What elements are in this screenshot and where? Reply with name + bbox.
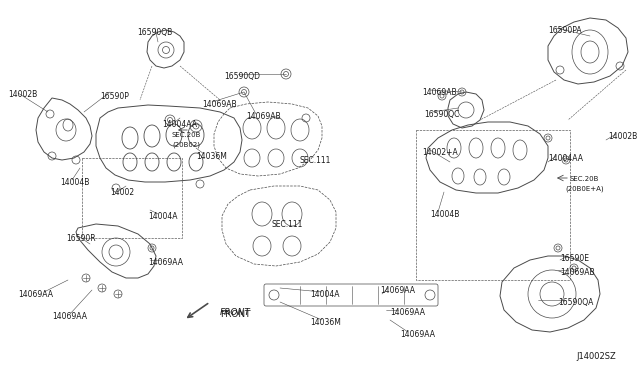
Text: (20B02): (20B02)	[172, 142, 200, 148]
Text: 14002+A: 14002+A	[422, 148, 458, 157]
Text: J14002SZ: J14002SZ	[576, 352, 616, 361]
Text: 14069AA: 14069AA	[390, 308, 425, 317]
Text: 16590R: 16590R	[66, 234, 95, 243]
Text: 14004AA: 14004AA	[162, 120, 197, 129]
Text: 14069AA: 14069AA	[52, 312, 87, 321]
Text: 16590P: 16590P	[100, 92, 129, 101]
Text: 16590QA: 16590QA	[558, 298, 593, 307]
Text: 14069AA: 14069AA	[380, 286, 415, 295]
Text: SEC.20B: SEC.20B	[570, 176, 600, 182]
Text: (20B0E+A): (20B0E+A)	[565, 186, 604, 192]
Text: 14069AA: 14069AA	[18, 290, 53, 299]
Text: 14004AA: 14004AA	[548, 154, 583, 163]
Text: 14002B: 14002B	[608, 132, 637, 141]
Text: 14069AA: 14069AA	[148, 258, 183, 267]
Text: 16590QB: 16590QB	[138, 28, 173, 37]
Text: 14036M: 14036M	[196, 152, 227, 161]
Text: SEC.20B: SEC.20B	[172, 132, 202, 138]
Text: FRONT: FRONT	[220, 310, 250, 319]
Bar	[82, 158, 182, 238]
Text: 14004B: 14004B	[60, 178, 90, 187]
Text: 14069AB: 14069AB	[560, 268, 595, 277]
Text: 16590E: 16590E	[560, 254, 589, 263]
Text: FRONT: FRONT	[220, 308, 251, 317]
Text: 16590PA: 16590PA	[548, 26, 582, 35]
Text: 14069AB: 14069AB	[202, 100, 237, 109]
Text: SEC.111: SEC.111	[300, 156, 332, 165]
Text: 14004A: 14004A	[310, 290, 339, 299]
Text: 14069AB: 14069AB	[246, 112, 280, 121]
Text: 16590QC: 16590QC	[424, 110, 460, 119]
Text: 14004B: 14004B	[430, 210, 460, 219]
Text: 14004A: 14004A	[148, 212, 177, 221]
Text: SEC.111: SEC.111	[272, 220, 303, 229]
Text: 16590QD: 16590QD	[224, 72, 260, 81]
Text: 14002B: 14002B	[8, 90, 37, 99]
Text: 14069AB: 14069AB	[422, 88, 456, 97]
Text: 14036M: 14036M	[310, 318, 341, 327]
Text: 14069AA: 14069AA	[400, 330, 435, 339]
Bar	[416, 130, 570, 280]
Text: 14002: 14002	[110, 188, 134, 197]
